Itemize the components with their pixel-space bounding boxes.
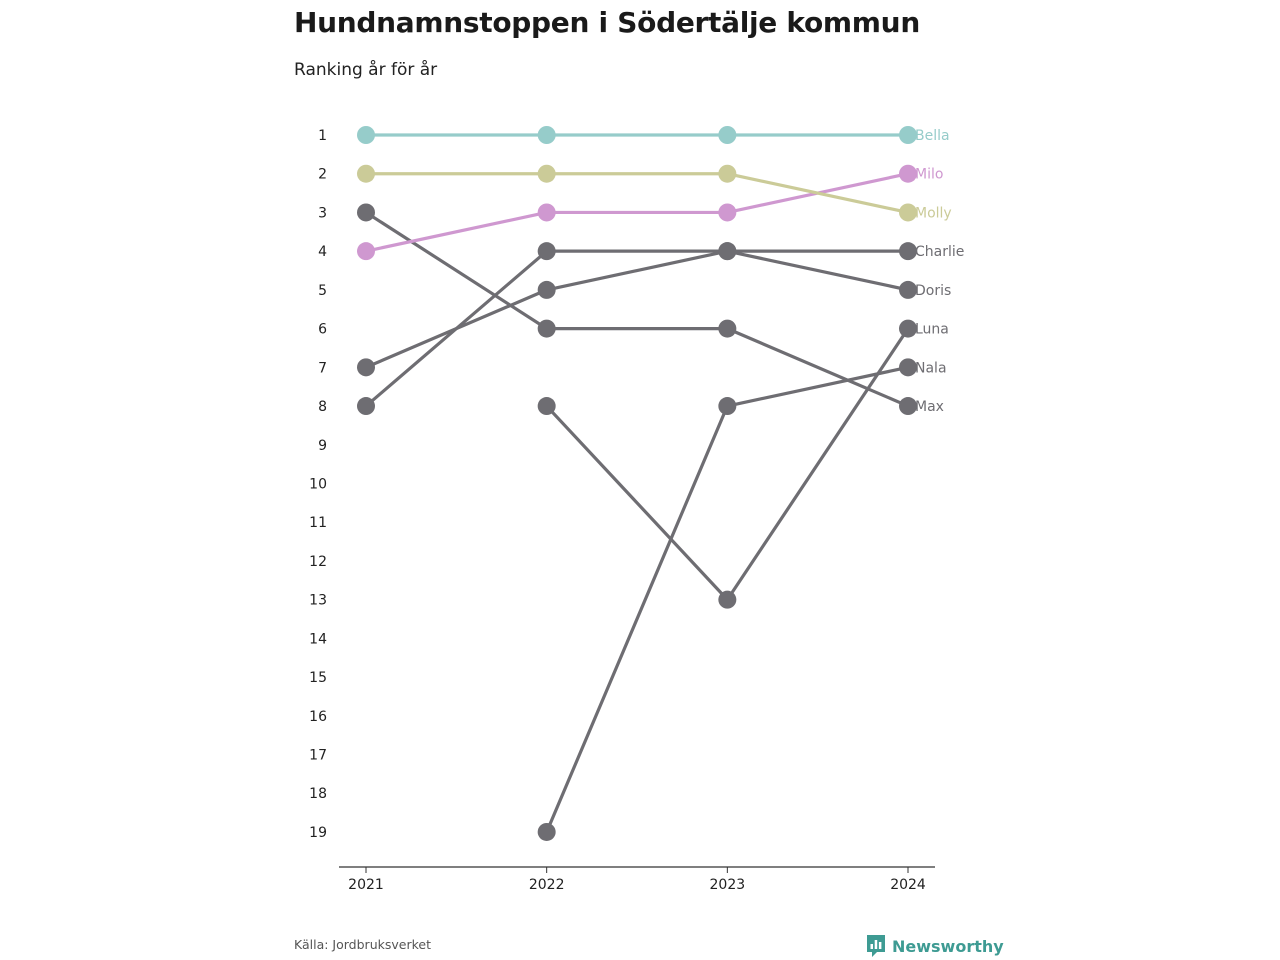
y-tick-label: 19: [309, 825, 327, 841]
point-luna: [899, 319, 918, 338]
point-max: [899, 397, 918, 416]
point-nala: [537, 822, 556, 841]
point-milo: [899, 164, 918, 183]
point-max: [537, 319, 556, 338]
point-bella: [899, 126, 918, 144]
y-tick-label: 11: [309, 515, 327, 531]
y-tick-label: 17: [309, 748, 327, 764]
series-label-luna: Luna: [915, 322, 949, 338]
point-doris: [357, 358, 375, 377]
newsworthy-logo-icon: [867, 935, 885, 957]
point-doris: [537, 280, 556, 299]
series-label-nala: Nala: [915, 360, 947, 376]
series-labels: Charlie Doris Luna Nala Max Bella Milo Molly: [915, 128, 964, 415]
x-axis-ticks: 2021 2022 2023 2024: [348, 867, 926, 893]
y-tick-label: 16: [309, 709, 327, 725]
series-line-luna: [545, 327, 910, 602]
point-molly: [537, 164, 556, 183]
series-label-max: Max: [915, 399, 944, 415]
chart-subtitle: Ranking år för år: [294, 60, 438, 80]
y-tick-label: 10: [309, 476, 327, 492]
point-max: [718, 319, 737, 338]
y-tick-label: 8: [318, 399, 327, 415]
y-tick-label: 4: [318, 244, 327, 260]
point-bella: [357, 126, 375, 144]
series-line-molly: [364, 172, 910, 215]
series-line-doris: [364, 249, 910, 369]
y-tick-label: 14: [309, 631, 327, 647]
point-doris: [718, 242, 737, 261]
y-tick-label: 2: [318, 167, 327, 183]
series-label-charlie: Charlie: [915, 244, 964, 260]
point-nala: [718, 397, 737, 416]
point-luna: [537, 397, 556, 416]
y-tick-label: 3: [318, 205, 327, 221]
point-doris: [899, 280, 918, 299]
point-charlie: [357, 397, 375, 416]
x-tick-label: 2022: [529, 877, 565, 893]
y-tick-label: 6: [318, 322, 327, 338]
series-lines: [364, 133, 910, 834]
y-tick-label: 12: [309, 554, 327, 570]
x-tick-label: 2021: [348, 877, 384, 893]
series-line-max: [364, 210, 910, 408]
point-charlie: [537, 242, 556, 261]
brand-name: Newsworthy: [892, 936, 1004, 956]
point-milo: [537, 203, 556, 222]
y-tick-label: 9: [318, 438, 327, 454]
series-points: [357, 126, 918, 841]
point-molly: [899, 203, 918, 222]
chart-title: Hundnamnstoppen i Södertälje kommun: [294, 6, 920, 39]
y-tick-label: 1: [318, 128, 327, 144]
point-molly: [718, 164, 737, 183]
point-bella: [718, 126, 737, 144]
y-tick-label: 5: [318, 283, 327, 299]
point-bella: [537, 126, 556, 144]
source-note: Källa: Jordbruksverket: [294, 937, 431, 952]
x-tick-label: 2024: [890, 877, 926, 893]
y-tick-label: 15: [309, 670, 327, 686]
point-nala: [899, 358, 918, 377]
point-max: [357, 203, 375, 222]
series-label-bella: Bella: [915, 128, 950, 144]
y-tick-label: 18: [309, 786, 327, 802]
point-molly: [357, 164, 375, 183]
brand-logo[interactable]: Newsworthy: [866, 934, 1004, 958]
point-milo: [718, 203, 737, 222]
y-tick-label: 13: [309, 593, 327, 609]
y-tick-label: 7: [318, 360, 327, 376]
series-label-milo: Milo: [915, 167, 943, 183]
series-label-doris: Doris: [915, 283, 951, 299]
x-tick-label: 2023: [710, 877, 746, 893]
point-milo: [357, 242, 375, 261]
point-charlie: [899, 242, 918, 261]
series-line-milo: [364, 172, 910, 253]
series-label-molly: Molly: [915, 205, 952, 221]
point-luna: [718, 590, 737, 609]
